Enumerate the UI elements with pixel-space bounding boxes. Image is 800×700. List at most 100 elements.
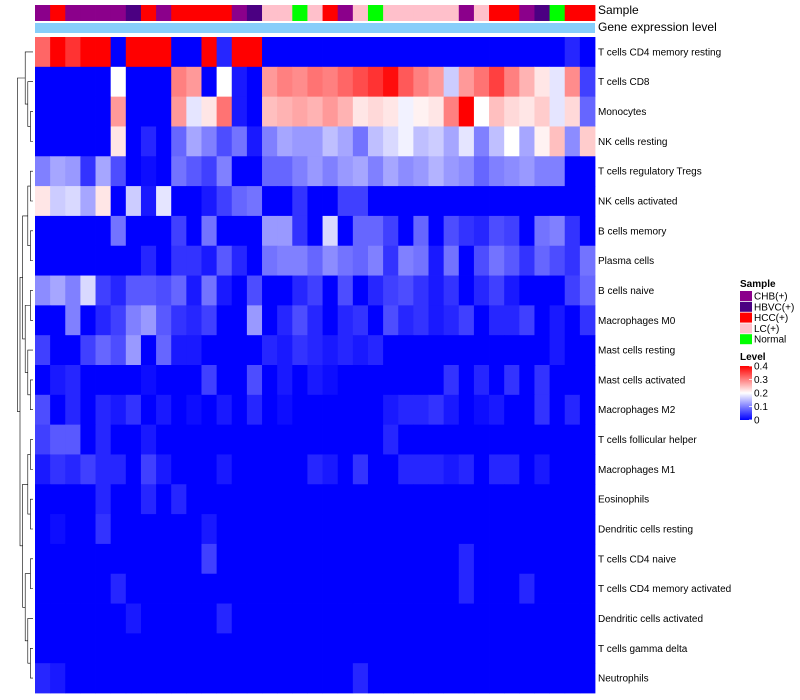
heatmap-cell bbox=[65, 156, 81, 187]
heatmap-cell bbox=[383, 573, 399, 604]
heatmap-cell bbox=[579, 215, 596, 247]
sample-annotation-cell bbox=[201, 5, 218, 21]
heatmap-cell bbox=[398, 514, 414, 545]
heatmap-cell bbox=[65, 335, 81, 366]
heatmap-cell bbox=[352, 663, 369, 694]
heatmap-cell bbox=[277, 543, 293, 575]
heatmap-cell bbox=[443, 66, 460, 98]
heatmap-cell bbox=[110, 633, 127, 664]
heatmap-cell bbox=[458, 394, 475, 426]
heatmap-cell bbox=[156, 335, 172, 366]
heatmap-cell bbox=[156, 633, 172, 664]
heatmap-cell bbox=[125, 37, 142, 68]
heatmap-cell bbox=[519, 603, 535, 634]
row-label: Dendritic cells activated bbox=[598, 614, 703, 625]
sample-annotation-cell bbox=[428, 5, 445, 21]
heatmap-cell bbox=[65, 424, 81, 455]
heatmap-cell bbox=[367, 543, 384, 575]
heatmap-cell bbox=[549, 394, 566, 426]
heatmap-cell bbox=[140, 215, 157, 247]
heatmap-cell bbox=[413, 305, 429, 336]
heatmap-cell bbox=[201, 633, 218, 664]
heatmap-cell bbox=[231, 215, 248, 247]
heatmap-cell bbox=[383, 335, 399, 366]
heatmap-cell bbox=[307, 156, 323, 187]
heatmap-cell bbox=[383, 603, 399, 634]
heatmap-cell bbox=[216, 37, 233, 68]
heatmap-cell bbox=[337, 484, 354, 515]
heatmap-cell bbox=[201, 394, 218, 426]
heatmap-cell bbox=[564, 96, 581, 127]
row-label: B cells naive bbox=[598, 286, 655, 297]
heatmap-cell bbox=[367, 275, 384, 306]
heatmap-cell bbox=[579, 663, 596, 694]
heatmap-cell bbox=[292, 633, 308, 664]
heatmap-cell bbox=[125, 603, 142, 634]
heatmap-cell bbox=[95, 215, 112, 247]
heatmap-cell bbox=[337, 275, 354, 306]
heatmap-cell bbox=[549, 37, 566, 68]
heatmap-cell bbox=[458, 96, 475, 127]
heatmap-cell bbox=[413, 573, 429, 604]
heatmap-cell bbox=[367, 96, 384, 127]
heatmap-cell bbox=[519, 365, 535, 396]
heatmap-cell bbox=[186, 335, 202, 366]
heatmap-cell bbox=[367, 365, 384, 396]
heatmap-cell bbox=[246, 335, 263, 366]
heatmap-cell bbox=[413, 37, 429, 68]
heatmap-cell bbox=[277, 96, 293, 127]
heatmap-cell bbox=[519, 245, 535, 276]
heatmap-cell bbox=[307, 424, 323, 455]
heatmap-cell bbox=[95, 305, 112, 336]
heatmap-cell bbox=[579, 514, 596, 545]
heatmap-cell bbox=[201, 305, 218, 336]
heatmap-cell bbox=[443, 633, 460, 664]
heatmap-cell bbox=[246, 156, 263, 187]
heatmap-cell bbox=[352, 215, 369, 247]
heatmap-cell bbox=[110, 275, 127, 306]
heatmap-cell bbox=[171, 275, 187, 306]
heatmap-cell bbox=[246, 305, 263, 336]
heatmap-cell bbox=[65, 365, 81, 396]
heatmap-cell bbox=[367, 424, 384, 455]
heatmap-cell bbox=[216, 603, 233, 634]
heatmap-cell bbox=[110, 156, 127, 187]
sample-annotation-cell bbox=[322, 5, 339, 21]
heatmap-cell bbox=[322, 245, 339, 276]
sample-annotation-cell bbox=[443, 5, 460, 21]
heatmap-cell bbox=[352, 394, 369, 426]
row-label: T cells CD4 memory resting bbox=[598, 47, 721, 58]
heatmap-cell bbox=[140, 96, 157, 127]
heatmap-cell bbox=[80, 543, 96, 575]
heatmap-cell bbox=[201, 454, 218, 485]
heatmap-cell bbox=[307, 305, 323, 336]
level-tick-label: 0.4 bbox=[754, 362, 768, 373]
heatmap-cell bbox=[292, 37, 308, 68]
heatmap-cell bbox=[519, 186, 535, 217]
heatmap-cell bbox=[367, 245, 384, 276]
heatmap-cell bbox=[428, 156, 445, 187]
heatmap-cell bbox=[65, 633, 81, 664]
heatmap-cell bbox=[428, 514, 445, 545]
heatmap-cell bbox=[458, 156, 475, 187]
heatmap-cell bbox=[473, 156, 490, 187]
heatmap-cell bbox=[367, 633, 384, 664]
heatmap-cell bbox=[95, 514, 112, 545]
heatmap-cell bbox=[125, 394, 142, 426]
sample-annotation-cell bbox=[35, 5, 51, 21]
dendrogram-branch bbox=[30, 647, 33, 679]
heatmap-cell bbox=[322, 573, 339, 604]
heatmap-cell bbox=[65, 96, 81, 127]
heatmap-cell bbox=[262, 186, 278, 217]
heatmap-cell bbox=[262, 66, 278, 98]
heatmap-cell bbox=[549, 454, 566, 485]
heatmap-cell bbox=[383, 305, 399, 336]
heatmap-cell bbox=[367, 603, 384, 634]
heatmap-cell bbox=[428, 245, 445, 276]
heatmap-cell bbox=[201, 275, 218, 306]
heatmap-cell bbox=[579, 603, 596, 634]
heatmap-cell bbox=[473, 245, 490, 276]
heatmap-cell bbox=[473, 365, 490, 396]
heatmap-cell bbox=[534, 37, 550, 68]
heatmap-cell bbox=[458, 275, 475, 306]
